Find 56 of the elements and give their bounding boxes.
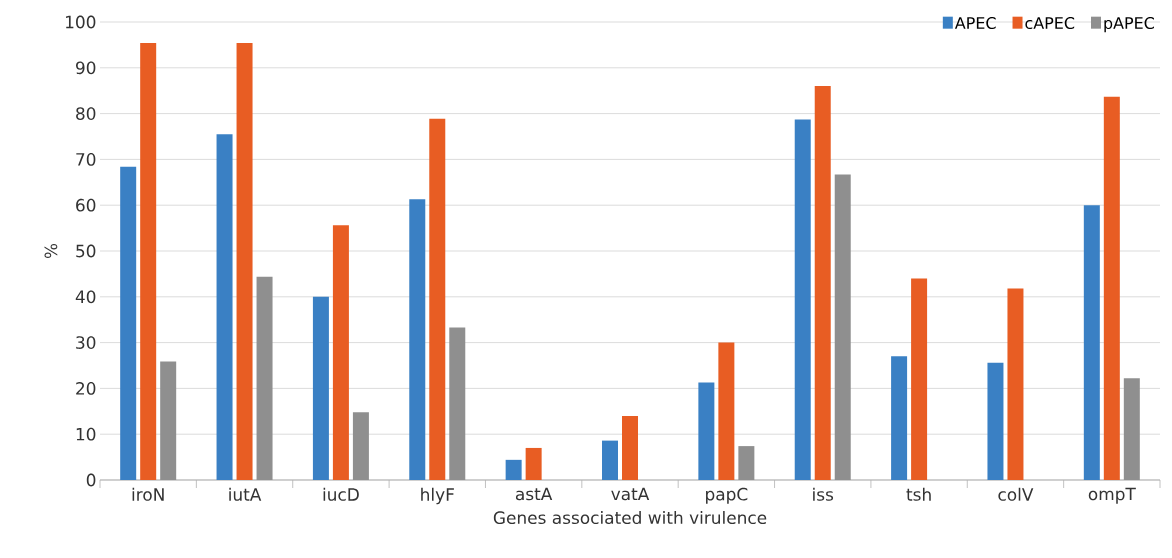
y-axis-title: % xyxy=(44,243,58,259)
legend-label: APEC xyxy=(954,17,996,30)
x-tick-label: iutA xyxy=(229,487,262,501)
x-tick-label: astA xyxy=(515,487,553,501)
bar xyxy=(794,119,811,480)
x-tick-label: tsh xyxy=(906,487,931,501)
x-tick-label: iss xyxy=(813,487,834,501)
bar xyxy=(236,43,253,480)
bar xyxy=(505,459,522,480)
legend-label: pAPEC xyxy=(1104,17,1154,33)
bar xyxy=(256,276,273,480)
bar xyxy=(120,166,137,480)
bar xyxy=(738,446,755,480)
bar xyxy=(1007,288,1024,480)
y-tick-label: 0 xyxy=(86,473,96,487)
bar xyxy=(409,199,426,480)
x-tick-label: papC xyxy=(706,487,748,504)
bar xyxy=(814,86,831,480)
x-tick-label: vatA xyxy=(611,487,650,501)
x-tick-label: ompT xyxy=(1088,487,1136,504)
y-tick-label: 30 xyxy=(76,336,96,349)
y-tick-label: 10 xyxy=(76,427,96,441)
bar xyxy=(987,362,1004,480)
bar xyxy=(718,342,735,480)
bar xyxy=(352,412,369,480)
bar xyxy=(834,174,851,480)
bar xyxy=(891,356,908,480)
bar xyxy=(429,118,446,480)
bar xyxy=(698,382,715,480)
y-tick-label: 80 xyxy=(76,107,96,120)
x-tick-label: iucD xyxy=(323,487,359,501)
bar xyxy=(160,361,177,480)
bar xyxy=(911,278,928,480)
bar xyxy=(312,296,329,480)
bar xyxy=(602,440,618,480)
bar xyxy=(622,415,638,480)
bar xyxy=(332,225,349,480)
bar xyxy=(1103,96,1120,480)
bar xyxy=(140,43,157,480)
bar xyxy=(1083,205,1100,480)
x-tick-label: hlyF xyxy=(421,487,454,505)
y-tick-label: 40 xyxy=(75,290,96,304)
bar xyxy=(449,327,466,480)
y-tick-label: 60 xyxy=(76,198,96,212)
x-tick-label: colV xyxy=(998,487,1034,501)
y-tick-label: 50 xyxy=(76,244,96,258)
y-tick-label: 20 xyxy=(76,381,96,395)
bar xyxy=(216,134,233,480)
bar xyxy=(525,447,542,480)
legend-label: cAPEC xyxy=(1025,17,1075,30)
y-tick-label: 70 xyxy=(76,152,96,166)
y-tick-label: 100 xyxy=(66,15,96,29)
bar xyxy=(1123,378,1140,480)
x-tick-label: iroN xyxy=(132,487,164,501)
x-axis-title: Genes associated with virulence xyxy=(493,510,767,525)
y-tick-label: 90 xyxy=(75,61,96,75)
